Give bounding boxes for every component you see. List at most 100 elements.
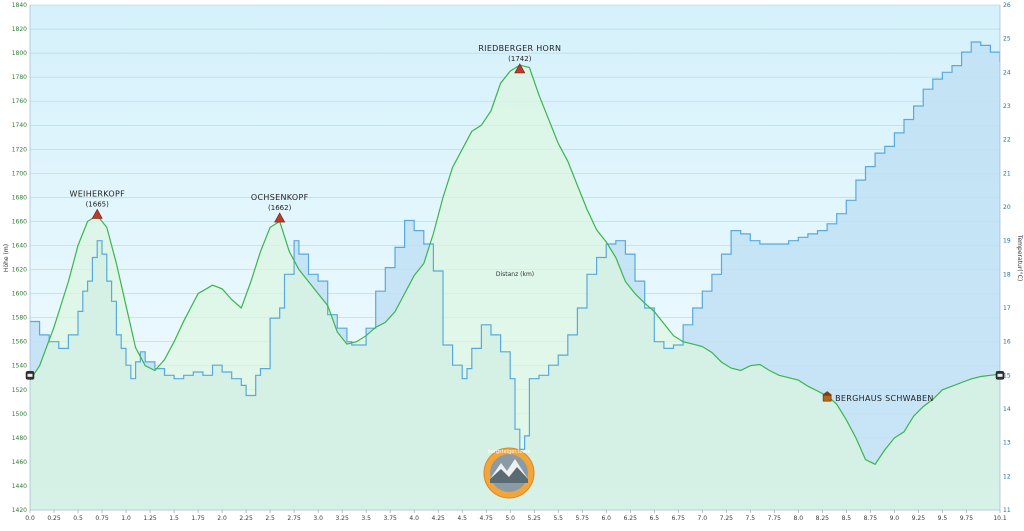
hut-icon	[822, 394, 832, 402]
y-right-tick-label: 19	[1003, 238, 1011, 245]
x-tick-label: 0.25	[47, 515, 61, 522]
x-tick-label: 2.0	[217, 515, 227, 522]
y-right-tick-label: 25	[1003, 36, 1011, 43]
y-left-tick-label: 1640	[12, 242, 27, 249]
y-right-tick-label: 21	[1003, 170, 1011, 177]
y-right-tick-label: 16	[1003, 339, 1011, 346]
y-right-tick-label: 13	[1003, 440, 1011, 447]
x-tick-label: 3.5	[361, 515, 371, 522]
x-tick-label: 4.75	[480, 515, 494, 522]
x-tick-label: 7.0	[698, 515, 708, 522]
x-tick-label: 1.5	[169, 515, 179, 522]
y-left-tick-label: 1700	[12, 170, 27, 177]
peak-altitude: (1662)	[268, 204, 292, 212]
y-left-tick-label: 1820	[12, 26, 27, 33]
peak-altitude: (1742)	[508, 55, 532, 63]
y-left-tick-label: 1480	[12, 435, 27, 442]
y-right-tick-label: 23	[1003, 103, 1011, 110]
temperature-line	[30, 41, 1000, 450]
x-tick-label: 2.25	[239, 515, 253, 522]
y-left-tick-label: 1620	[12, 267, 27, 274]
elevation-area	[30, 65, 1000, 510]
y-left-tick-label: 1600	[12, 291, 27, 298]
y-right-tick-label: 20	[1003, 204, 1011, 211]
x-tick-label: 6.25	[624, 515, 638, 522]
peak-label: WEIHERKOPF	[69, 189, 125, 198]
hut-roof-icon	[822, 391, 833, 396]
parking-icon-detail	[997, 373, 1003, 377]
x-tick-label: 9.5	[938, 515, 948, 522]
peak-icon	[274, 212, 286, 223]
x-tick-label: 7.25	[720, 515, 734, 522]
x-tick-label: 8.0	[794, 515, 804, 522]
peak-icon	[514, 63, 526, 74]
annotations: WEIHERKOPF (1665) OCHSENKOPF (1662) RIEDBERG…	[25, 44, 1005, 403]
y-right-tick-label: 24	[1003, 69, 1011, 76]
x-tick-label: 3.75	[383, 515, 397, 522]
x-tick-label: 6.0	[601, 515, 611, 522]
y-right-tick-label: 17	[1003, 305, 1011, 312]
y-right-tick-label: 26	[1003, 2, 1011, 9]
x-tick-label: 8.75	[864, 515, 878, 522]
peak-label: OCHSENKOPF	[251, 193, 309, 202]
elevation-line	[30, 64, 1000, 466]
y-left-tick-label: 1460	[12, 459, 27, 466]
x-tick-label: 8.5	[842, 515, 852, 522]
y-right-tick-label: 15	[1003, 372, 1011, 379]
peak-altitude: (1665)	[86, 200, 110, 208]
y-axis-left-title: Höhe (m)	[3, 244, 10, 272]
y-left-tick-label: 1780	[12, 74, 27, 81]
x-tick-label: 9.0	[890, 515, 900, 522]
x-tick-label: 7.75	[768, 515, 782, 522]
x-tick-label: 6.5	[649, 515, 659, 522]
y-right-tick-label: 18	[1003, 271, 1011, 278]
y-axis-left-ticks: 1420 1440 1460 1480 1500 1520 1540 1560 1580 1600…	[12, 2, 27, 514]
peak-icon	[91, 208, 103, 219]
y-right-tick-label: 11	[1003, 507, 1011, 514]
y-left-tick-label: 1500	[12, 411, 27, 418]
x-axis-title: Distanz (km)	[496, 271, 534, 278]
y-left-tick-label: 1680	[12, 194, 27, 201]
y-left-tick-label: 1740	[12, 122, 27, 129]
peak-label: RIEDBERGER HORN	[478, 44, 561, 53]
logo-text: bergsteiger.tours	[488, 449, 531, 455]
y-left-tick-label: 1520	[12, 387, 27, 394]
x-tick-label: 9.75	[960, 515, 974, 522]
hut-label: BERGHAUS SCHWABEN	[835, 394, 934, 403]
y-axis-right-ticks: 11 12 13 14 15 16 17 18 19 20 21 22 23 24 25 26	[1003, 2, 1011, 514]
y-axis-right-title: Temperatur(°C)	[1016, 234, 1023, 281]
y-right-tick-label: 12	[1003, 473, 1011, 480]
x-tick-label: 1.0	[121, 515, 131, 522]
x-tick-label: 3.25	[335, 515, 349, 522]
x-tick-label: 0.5	[73, 515, 83, 522]
y-left-tick-label: 1840	[12, 2, 27, 9]
x-tick-label: 5.5	[553, 515, 563, 522]
x-tick-label: 5.75	[576, 515, 590, 522]
x-tick-label: 4.25	[431, 515, 445, 522]
x-tick-label: 8.25	[816, 515, 830, 522]
x-tick-label: 9.25	[912, 515, 926, 522]
x-tick-label: 1.25	[143, 515, 157, 522]
x-axis-ticks: 0.0 0.25 0.5 0.75 1.0 1.25 1.5 1.75 2.0 2.25 2.5 2.…	[25, 510, 1007, 522]
y-left-tick-label: 1760	[12, 98, 27, 105]
x-tick-label: 4.0	[409, 515, 419, 522]
y-left-tick-label: 1540	[12, 363, 27, 370]
y-left-tick-label: 1440	[12, 483, 27, 490]
x-tick-label: 10.1	[993, 515, 1007, 522]
y-left-tick-label: 1720	[12, 146, 27, 153]
y-left-tick-label: 1800	[12, 50, 27, 57]
y-right-tick-label: 14	[1003, 406, 1011, 413]
x-tick-label: 0.75	[95, 515, 109, 522]
y-left-tick-label: 1560	[12, 339, 27, 346]
x-tick-label: 3.0	[313, 515, 323, 522]
x-tick-label: 7.5	[746, 515, 756, 522]
x-tick-label: 2.75	[287, 515, 301, 522]
x-tick-label: 1.75	[191, 515, 205, 522]
logo: bergsteiger.tours	[483, 447, 535, 499]
y-left-tick-label: 1420	[12, 507, 27, 514]
parking-icon-detail	[27, 373, 33, 377]
x-tick-label: 4.5	[457, 515, 467, 522]
y-left-tick-label: 1660	[12, 218, 27, 225]
x-tick-label: 6.75	[672, 515, 686, 522]
x-tick-label: 2.5	[265, 515, 275, 522]
